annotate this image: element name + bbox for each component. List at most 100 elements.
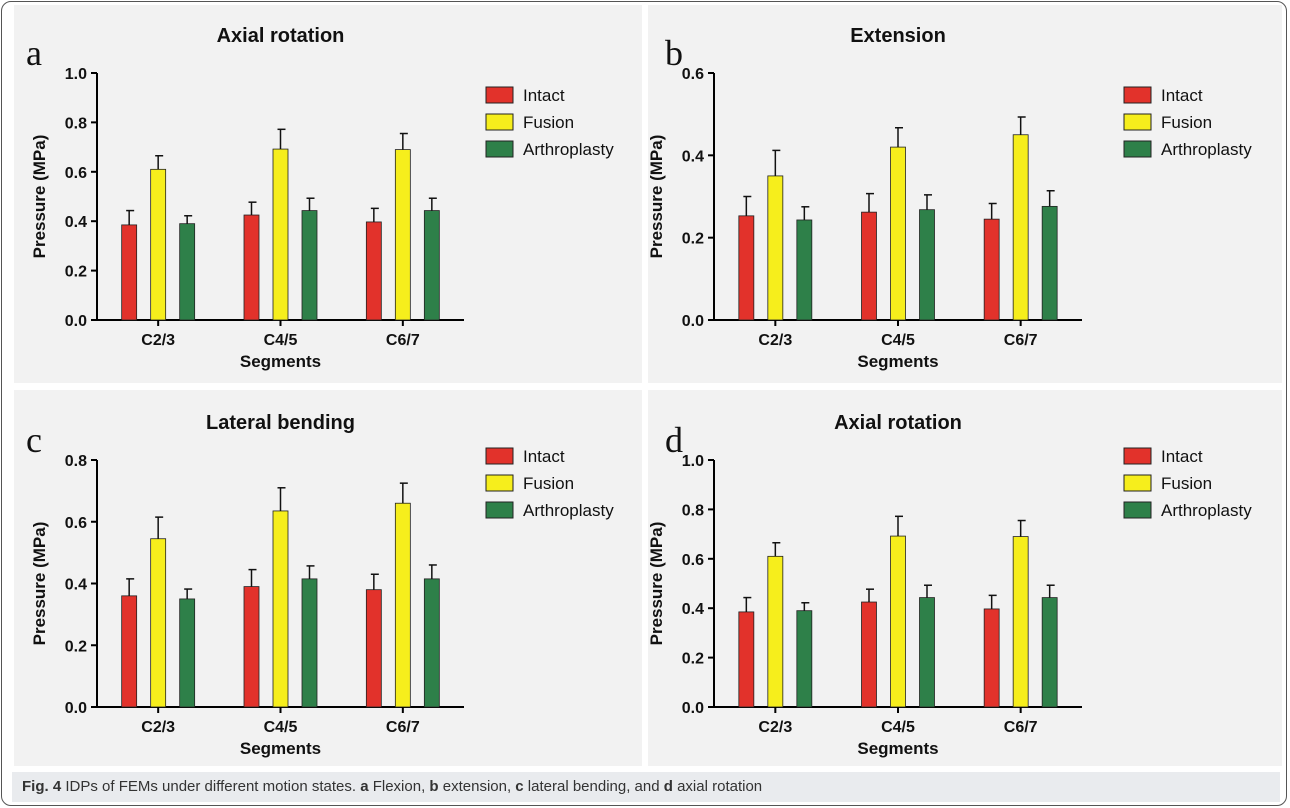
y-tick-label: 0.0 (682, 700, 704, 717)
legend-label: Fusion (523, 474, 574, 493)
panel-background (14, 390, 642, 766)
bar (890, 146, 906, 321)
chart-title: Lateral bending (206, 412, 355, 434)
bar (272, 510, 289, 708)
legend-swatch (1123, 113, 1152, 131)
x-tick-label: C2/3 (758, 332, 792, 349)
legend-label: Arthroplasty (523, 501, 614, 520)
panel-letter: b (665, 33, 683, 73)
x-tick-label: C6/7 (1004, 332, 1038, 349)
x-axis-label: Segments (240, 739, 321, 758)
x-tick-label: C2/3 (141, 719, 175, 736)
bar (121, 224, 138, 321)
y-axis-label: Pressure (MPa) (647, 522, 666, 646)
x-axis-label: Segments (857, 739, 938, 758)
legend-swatch (485, 86, 514, 104)
x-tick-label: C4/5 (881, 719, 915, 736)
caption-letter-d: d (663, 778, 673, 795)
x-tick-label: C6/7 (386, 719, 420, 736)
bar (983, 608, 1000, 708)
legend-swatch (1123, 447, 1152, 465)
x-tick-label: C4/5 (264, 332, 298, 349)
x-tick-label: C6/7 (1004, 719, 1038, 736)
bar (1012, 536, 1029, 708)
bar (767, 555, 784, 708)
caption-word-d: axial rotation (672, 778, 763, 795)
bar (423, 210, 440, 321)
y-tick-label: 0.4 (65, 214, 87, 231)
y-tick-label: 1.0 (65, 66, 87, 83)
panel-background (648, 5, 1282, 383)
panel-d: d Axial rotation 0.0 0.2 0.4 0.6 0.8 1.0 Pressur… (647, 390, 1282, 766)
bar (272, 148, 289, 321)
bar (394, 149, 411, 321)
legend-swatch (1123, 140, 1152, 158)
bar (919, 597, 935, 708)
legend-label: Fusion (1161, 474, 1212, 493)
y-tick-label: 0.2 (682, 651, 704, 668)
bar (179, 223, 196, 321)
legend-label: Intact (523, 86, 565, 105)
figure-caption: Fig. 4 IDPs of FEMs under different moti… (12, 772, 1280, 802)
y-tick-label: 0.4 (65, 577, 87, 594)
panel-letter: d (665, 420, 683, 460)
caption-word-c: lateral bending, and (523, 778, 664, 795)
x-tick-label: C6/7 (386, 332, 420, 349)
bar (243, 586, 260, 708)
legend-swatch (1123, 501, 1152, 519)
caption-letter-a: a (360, 778, 369, 795)
bar (150, 538, 167, 708)
bar (1012, 134, 1029, 321)
x-tick-label: C4/5 (264, 719, 298, 736)
bar (394, 502, 411, 708)
bar (1041, 205, 1058, 321)
x-tick-label: C2/3 (758, 719, 792, 736)
y-tick-label: 0.6 (682, 66, 704, 83)
y-tick-label: 1.0 (682, 453, 704, 470)
legend-swatch (485, 140, 514, 158)
panel-letter: c (26, 420, 42, 460)
y-tick-label: 0.6 (65, 165, 87, 182)
bar (301, 210, 318, 321)
x-tick-label: C4/5 (881, 332, 915, 349)
y-tick-label: 0.4 (682, 148, 704, 165)
legend-label: Fusion (1161, 113, 1212, 132)
bar (767, 175, 784, 321)
legend-label: Arthroplasty (523, 140, 614, 159)
panel-c: c Lateral bending 0.0 0.2 0.4 0.6 0.8 Pressure … (14, 390, 642, 766)
chart-title: Axial rotation (834, 412, 962, 434)
bar (301, 578, 318, 708)
legend-swatch (1123, 86, 1152, 104)
legend-swatch (485, 501, 514, 519)
caption-word-b: extension, (438, 778, 516, 795)
legend-label: Intact (523, 447, 565, 466)
y-axis-label: Pressure (MPa) (30, 522, 49, 646)
y-tick-label: 0.0 (682, 313, 704, 330)
y-tick-label: 0.0 (65, 700, 87, 717)
caption-word-a: Flexion, (368, 778, 430, 795)
y-tick-label: 0.2 (65, 264, 87, 281)
bar (365, 221, 382, 321)
x-axis-label: Segments (857, 352, 938, 371)
y-tick-label: 0.2 (682, 231, 704, 248)
y-tick-label: 0.4 (682, 601, 704, 618)
x-axis-label: Segments (240, 352, 321, 371)
bar (919, 209, 935, 321)
chart-title: Extension (850, 25, 946, 47)
bar (1041, 597, 1058, 708)
bar (179, 598, 196, 708)
panel-a: a Axial rotation 0.0 0.2 0.4 0.6 0.8 1.0 Pressur… (14, 5, 642, 383)
y-tick-label: 0.0 (65, 313, 87, 330)
bar (738, 215, 755, 321)
y-tick-label: 0.6 (65, 515, 87, 532)
bar (861, 211, 877, 321)
bar (121, 595, 138, 708)
caption-label: Fig. 4 (22, 778, 62, 795)
bar (738, 611, 755, 708)
panel-background (14, 5, 642, 383)
legend-swatch (1123, 474, 1152, 492)
bar (796, 219, 813, 321)
bar (983, 218, 1000, 321)
